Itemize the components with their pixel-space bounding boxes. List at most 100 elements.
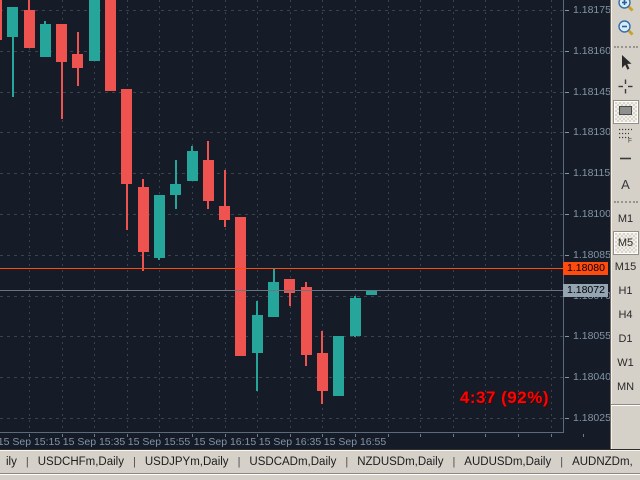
- alert-line[interactable]: [0, 268, 563, 269]
- time-axis-tick: [159, 434, 160, 437]
- price-axis-tick: [565, 214, 569, 215]
- vertical-gridline: [290, 0, 291, 432]
- zoom-out-tool-button[interactable]: [614, 18, 638, 40]
- period-button-label: MN: [616, 381, 635, 393]
- candle-body: [7, 7, 18, 37]
- chart-tab-audnzdm[interactable]: AUDNZDm,: [572, 455, 633, 468]
- cursor-tool-button[interactable]: [614, 53, 638, 75]
- rectangle-icon: [617, 102, 634, 122]
- candle-body: [40, 24, 51, 57]
- candle-body: [203, 160, 214, 201]
- period-button-label: M15: [614, 261, 637, 273]
- toolbar-separator-grip: [613, 201, 638, 203]
- vertical-gridline: [192, 0, 193, 432]
- candle-body: [252, 315, 263, 353]
- candle-body: [154, 195, 165, 258]
- period-button-label: H1: [618, 285, 633, 297]
- price-axis-tick: [565, 132, 569, 133]
- time-axis-tick: [485, 434, 486, 437]
- price-axis-label: 1.18085: [573, 249, 611, 261]
- vertical-gridline: [388, 0, 389, 432]
- zoom-out-icon: [617, 19, 634, 39]
- price-axis-label: 1.18025: [573, 412, 611, 424]
- price-axis-label: 1.18145: [573, 86, 611, 98]
- chart-tab-usdcadmdaily[interactable]: USDCADm,Daily: [249, 455, 337, 468]
- vertical-gridline: [257, 0, 258, 432]
- candle-body: [333, 336, 344, 396]
- period-d1-button[interactable]: D1: [614, 328, 638, 350]
- candle-wick: [61, 24, 63, 119]
- period-button-label: D1: [618, 333, 633, 345]
- time-axis-tick: [290, 434, 291, 437]
- candle-body: [284, 279, 295, 293]
- period-button-label: W1: [617, 357, 634, 369]
- price-axis-tick: [565, 336, 569, 337]
- tab-scroll-controls: ◄ ►: [639, 457, 640, 466]
- time-axis-tick: [551, 434, 552, 437]
- time-axis[interactable]: 15 Sep 15:15 15 Sep 15:35 15 Sep 15:55 15 S…: [0, 434, 610, 449]
- period-m1-button[interactable]: M1: [614, 208, 638, 230]
- candle-countdown: 4:37 (92%): [459, 388, 549, 407]
- text-label-tool-button[interactable]: A: [614, 173, 638, 195]
- time-axis-tick: [62, 434, 63, 437]
- price-axis-label: 1.18175: [573, 4, 611, 16]
- tab-scroll-left-icon[interactable]: ◄: [639, 457, 640, 466]
- price-axis-tick: [565, 92, 569, 93]
- chart-plot-area[interactable]: 4:37 (92%): [0, 0, 564, 433]
- period-h1-button[interactable]: H1: [614, 280, 638, 302]
- toolbar-separator-grip: [613, 46, 638, 48]
- period-mn-button[interactable]: MN: [614, 376, 638, 398]
- period-h4-button[interactable]: H4: [614, 304, 638, 326]
- horizontal-line-tool-button[interactable]: [614, 149, 638, 171]
- cursor-icon: [617, 54, 634, 74]
- vertical-gridline: [355, 0, 356, 432]
- vertical-gridline: [94, 0, 95, 432]
- fibonacci-tool-button[interactable]: F: [614, 125, 638, 147]
- candle-body: [350, 298, 361, 336]
- candle-body: [301, 287, 312, 355]
- candle-body: [235, 217, 246, 356]
- candle-body: [317, 353, 328, 391]
- bid-line-price-tag: 1.18072: [563, 284, 608, 297]
- vertical-gridline: [453, 0, 454, 432]
- candle-body: [187, 151, 198, 181]
- vertical-gridline: [518, 0, 519, 432]
- time-axis-tick: [127, 434, 128, 437]
- period-m5-button[interactable]: M5: [613, 232, 638, 254]
- vertical-gridline: [322, 0, 323, 432]
- horizontal-gridline: [0, 132, 563, 133]
- svg-text:F: F: [628, 138, 632, 144]
- chart-tabs-bar: ily | USDCHFm,Daily | USDJPYm,Daily | USDCADm,…: [0, 449, 640, 473]
- chart-tab-nzdusdmdaily[interactable]: NZDUSDm,Daily: [357, 455, 444, 468]
- zoom-in-tool-button[interactable]: [614, 0, 638, 16]
- price-axis[interactable]: 1.18080 1.18072 1.18175 1.18160 1.18145 1.181…: [563, 0, 611, 433]
- horizontal-gridline: [0, 336, 563, 337]
- candle-body: [89, 0, 100, 61]
- price-axis-label: 1.18055: [573, 330, 611, 342]
- time-axis-tick: [420, 434, 421, 437]
- chart-tab-usdchfmdaily[interactable]: USDCHFm,Daily: [37, 455, 124, 468]
- chart-tab-usdjpymdaily[interactable]: USDJPYm,Daily: [144, 455, 229, 468]
- period-button-label: M1: [617, 213, 634, 225]
- time-axis-tick: [583, 434, 584, 437]
- tab-separator: |: [25, 455, 29, 468]
- alert-line-price-tag: 1.18080: [563, 262, 608, 275]
- time-axis-tick: [94, 434, 95, 437]
- fibonacci-icon: F: [617, 126, 634, 146]
- candle-body: [366, 290, 377, 295]
- period-w1-button[interactable]: W1: [614, 352, 638, 374]
- horizontal-gridline: [0, 255, 563, 256]
- tab-separator: |: [237, 455, 241, 468]
- rectangle-tool-button[interactable]: [613, 101, 638, 123]
- candle-body: [268, 282, 279, 317]
- vertical-gridline: [551, 0, 552, 432]
- bid-line: [0, 290, 563, 291]
- toolbar-end-rule: [610, 404, 640, 406]
- time-axis-label: 15 Sep 15:15: [0, 436, 61, 448]
- candle-wick: [12, 7, 14, 97]
- chart-tab-ily[interactable]: ily: [6, 455, 17, 468]
- crosshair-tool-button[interactable]: [614, 77, 638, 99]
- chart-tab-audusdmdaily[interactable]: AUDUSDm,Daily: [464, 455, 552, 468]
- period-m15-button[interactable]: M15: [614, 256, 638, 278]
